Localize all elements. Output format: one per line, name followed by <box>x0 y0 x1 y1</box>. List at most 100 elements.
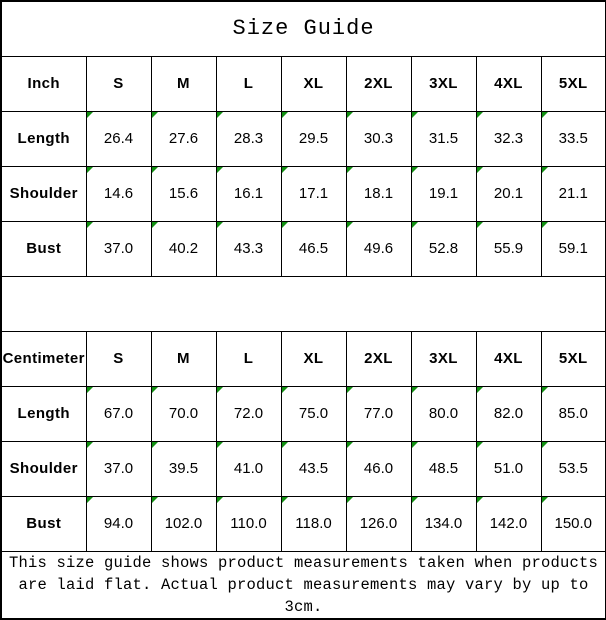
cell-value: 142.0 <box>489 515 528 532</box>
value-cell: 55.9 <box>475 220 542 277</box>
green-triangle-icon <box>282 387 289 394</box>
green-triangle-icon <box>542 167 549 174</box>
value-cell: 26.4 <box>85 110 152 167</box>
cell-value: 21.1 <box>558 185 588 202</box>
size-header-l: L <box>215 55 282 112</box>
green-triangle-icon <box>282 442 289 449</box>
footer-note: This size guide shows product measuremen… <box>0 550 606 619</box>
green-triangle-icon <box>87 222 94 229</box>
value-cell: 17.1 <box>280 165 347 222</box>
cell-value: 77.0 <box>363 405 394 422</box>
footer-note-line2: are laid flat. Actual product measuremen… <box>18 575 589 616</box>
size-header-4xl: 4XL <box>475 330 542 387</box>
row-label-length: Length <box>0 110 87 167</box>
value-cell: 59.1 <box>540 220 606 277</box>
green-triangle-icon <box>152 387 159 394</box>
cell-value: 18.1 <box>363 185 394 202</box>
footer-row: This size guide shows product measuremen… <box>0 550 606 619</box>
green-triangle-icon <box>347 442 354 449</box>
value-cell: 77.0 <box>345 385 412 442</box>
inch-shoulder-row: Shoulder 14.6 15.6 16.1 17.1 18.1 19.1 2… <box>0 165 606 222</box>
size-header-5xl: 5XL <box>540 55 606 112</box>
value-cell: 75.0 <box>280 385 347 442</box>
value-cell: 51.0 <box>475 440 542 497</box>
green-triangle-icon <box>477 167 484 174</box>
green-triangle-icon <box>477 442 484 449</box>
value-cell: 27.6 <box>150 110 217 167</box>
green-triangle-icon <box>412 387 419 394</box>
size-header-m: M <box>150 55 217 112</box>
cell-value: 33.5 <box>558 130 588 147</box>
cell-value: 17.1 <box>298 185 329 202</box>
cm-length-row: Length 67.0 70.0 72.0 75.0 77.0 80.0 82.… <box>0 385 606 442</box>
green-triangle-icon <box>412 167 419 174</box>
row-label-shoulder: Shoulder <box>0 165 87 222</box>
value-cell: 21.1 <box>540 165 606 222</box>
value-cell: 110.0 <box>215 495 282 552</box>
value-cell: 85.0 <box>540 385 606 442</box>
inch-header-row: Inch S M L XL 2XL 3XL 4XL 5XL <box>0 55 606 112</box>
size-header-3xl: 3XL <box>410 330 477 387</box>
green-triangle-icon <box>542 112 549 119</box>
size-header-2xl: 2XL <box>345 55 412 112</box>
value-cell: 80.0 <box>410 385 477 442</box>
value-cell: 37.0 <box>85 440 152 497</box>
cell-value: 51.0 <box>493 460 524 477</box>
cm-header-row: Centimeter S M L XL 2XL 3XL 4XL 5XL <box>0 330 606 387</box>
value-cell: 46.0 <box>345 440 412 497</box>
value-cell: 82.0 <box>475 385 542 442</box>
unit-header-inch: Inch <box>0 55 87 112</box>
green-triangle-icon <box>477 497 484 504</box>
cell-value: 32.3 <box>493 130 524 147</box>
cell-value: 80.0 <box>428 405 459 422</box>
value-cell: 30.3 <box>345 110 412 167</box>
row-label-length: Length <box>0 385 87 442</box>
green-triangle-icon <box>217 167 224 174</box>
green-triangle-icon <box>282 222 289 229</box>
value-cell: 102.0 <box>150 495 217 552</box>
cm-shoulder-row: Shoulder 37.0 39.5 41.0 43.5 46.0 48.5 5… <box>0 440 606 497</box>
cell-value: 46.0 <box>363 460 394 477</box>
green-triangle-icon <box>87 442 94 449</box>
green-triangle-icon <box>282 497 289 504</box>
page-title: Size Guide <box>0 0 606 57</box>
cell-value: 19.1 <box>428 185 459 202</box>
green-triangle-icon <box>412 442 419 449</box>
green-triangle-icon <box>477 112 484 119</box>
row-label-bust: Bust <box>0 220 87 277</box>
size-header-xl: XL <box>280 55 347 112</box>
value-cell: 70.0 <box>150 385 217 442</box>
green-triangle-icon <box>477 222 484 229</box>
green-triangle-icon <box>412 112 419 119</box>
value-cell: 40.2 <box>150 220 217 277</box>
cell-value: 31.5 <box>428 130 459 147</box>
value-cell: 46.5 <box>280 220 347 277</box>
spacer-row <box>0 275 606 332</box>
green-triangle-icon <box>217 442 224 449</box>
green-triangle-icon <box>347 497 354 504</box>
green-triangle-icon <box>347 387 354 394</box>
cell-value: 126.0 <box>359 515 398 532</box>
cell-value: 118.0 <box>295 515 332 532</box>
cell-value: 150.0 <box>554 515 593 532</box>
value-cell: 20.1 <box>475 165 542 222</box>
footer-note-line1: This size guide shows product measuremen… <box>8 553 599 572</box>
cell-value: 46.5 <box>298 240 329 257</box>
cell-value: 52.8 <box>428 240 459 257</box>
value-cell: 48.5 <box>410 440 477 497</box>
green-triangle-icon <box>152 442 159 449</box>
green-triangle-icon <box>347 167 354 174</box>
cell-value: 85.0 <box>558 405 588 422</box>
value-cell: 14.6 <box>85 165 152 222</box>
green-triangle-icon <box>152 167 159 174</box>
cell-value: 94.0 <box>103 515 134 532</box>
row-label-bust: Bust <box>0 495 87 552</box>
green-triangle-icon <box>542 222 549 229</box>
cm-bust-row: Bust 94.0 102.0 110.0 118.0 126.0 134.0 … <box>0 495 606 552</box>
cell-value: 26.4 <box>103 130 134 147</box>
value-cell: 32.3 <box>475 110 542 167</box>
green-triangle-icon <box>542 387 549 394</box>
value-cell: 52.8 <box>410 220 477 277</box>
value-cell: 18.1 <box>345 165 412 222</box>
green-triangle-icon <box>217 387 224 394</box>
